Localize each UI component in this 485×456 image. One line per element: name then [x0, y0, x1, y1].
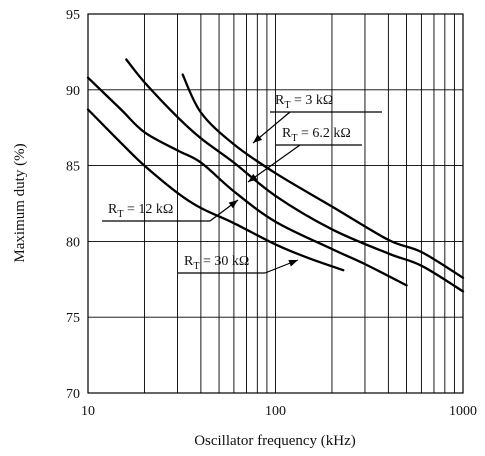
y-tick-label: 85	[66, 160, 80, 175]
y-tick-label: 80	[66, 235, 80, 250]
series-lines	[86, 58, 465, 293]
callout-arrowhead	[248, 173, 258, 182]
grid-lines	[88, 14, 463, 393]
series-label-2: RT = 6.2 kΩ	[282, 126, 351, 144]
x-tick-label: 100	[265, 404, 286, 419]
y-tick-label: 95	[66, 8, 80, 23]
series-callouts: RT = 3 kΩ RT = 6.2 kΩ RT = 12 kΩ RT = 30 kΩ	[102, 93, 382, 274]
y-tick-label: 90	[66, 84, 80, 99]
series-label-3: RT = 12 kΩ	[108, 202, 173, 220]
callout-arrowhead	[288, 260, 298, 267]
series-line-4	[86, 108, 345, 272]
x-axis-title: Oscillator frequency (kHz)	[194, 433, 356, 449]
x-tick-label: 10	[81, 404, 95, 419]
plot-frame	[87, 13, 464, 394]
callout-arrowhead	[228, 200, 238, 209]
series-label-1: RT = 3 kΩ	[275, 93, 333, 111]
callout-leader	[247, 144, 301, 183]
y-tick-label: 70	[66, 387, 80, 402]
series-line-1	[181, 73, 465, 279]
series-line-2	[125, 58, 465, 293]
callout-arrowhead	[253, 134, 263, 143]
y-tick-label: 75	[66, 311, 80, 326]
series-line-3	[86, 76, 408, 287]
x-tick-label: 1000	[449, 404, 477, 419]
y-axis-title: Maximum duty (%)	[12, 143, 28, 262]
tick-labels: 70 75 80 85 90 95 10 100 1000	[66, 8, 477, 419]
series-label-4: RT = 30 kΩ	[184, 254, 249, 272]
